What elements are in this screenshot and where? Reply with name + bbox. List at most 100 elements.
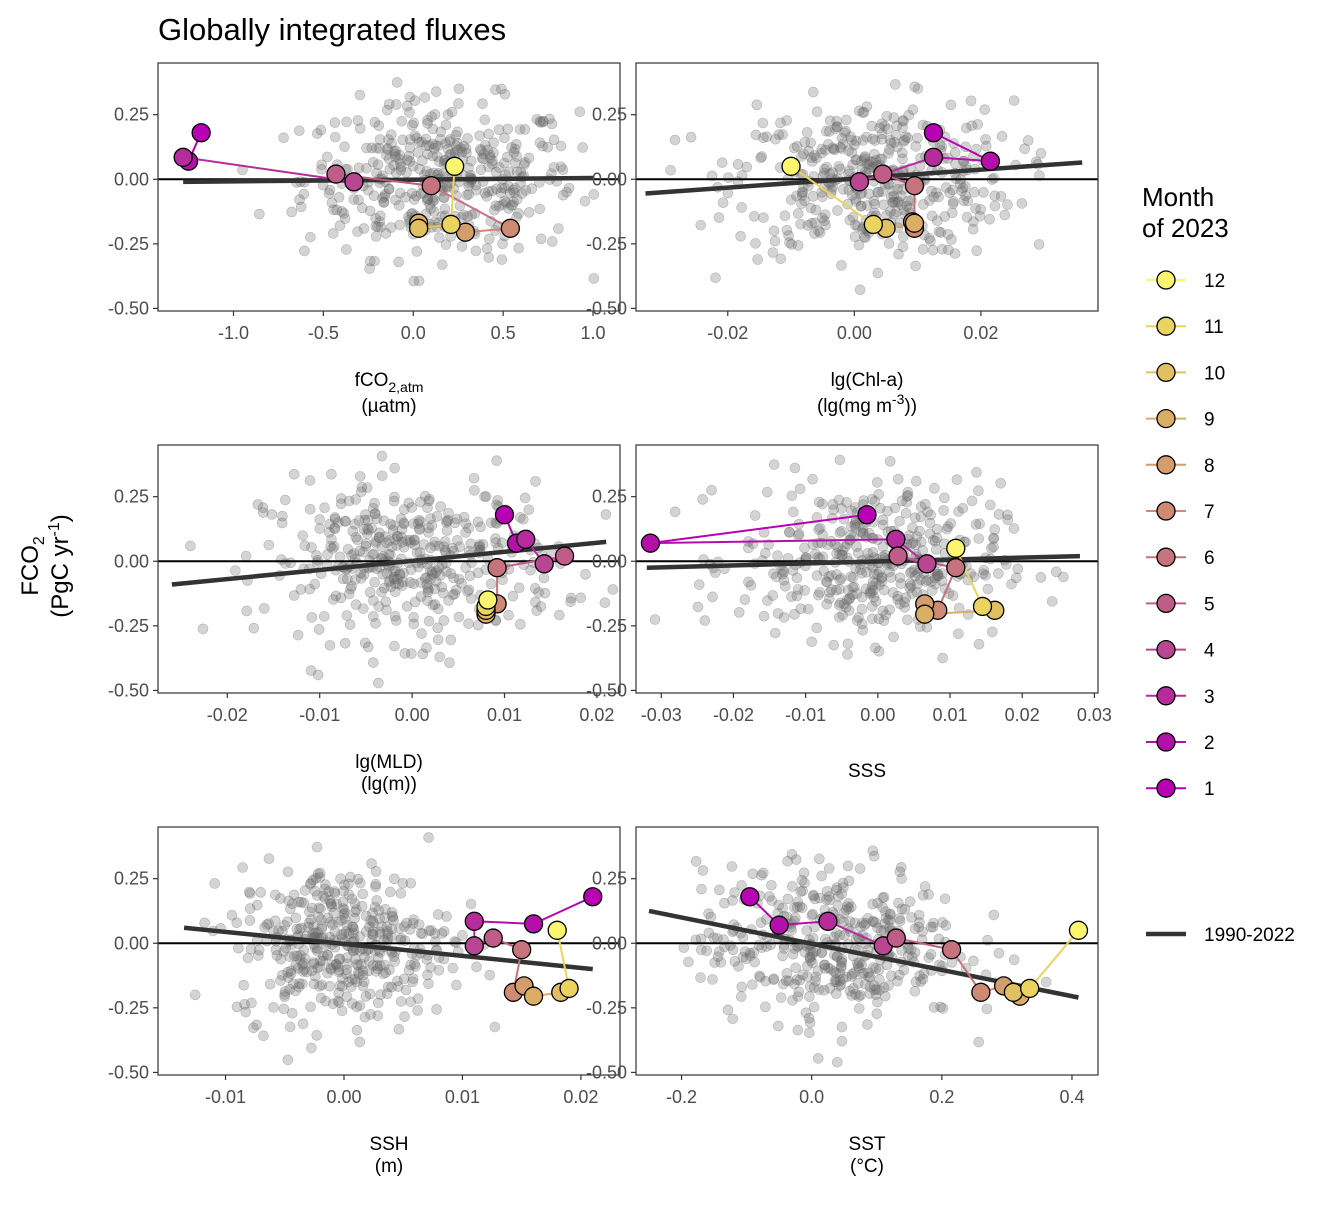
- background-point: [330, 590, 342, 602]
- background-point: [491, 455, 502, 466]
- background-point: [391, 540, 403, 551]
- background-point: [374, 134, 386, 145]
- background-point: [354, 89, 366, 101]
- background-point: [357, 969, 369, 981]
- background-point: [761, 131, 773, 142]
- background-point: [823, 863, 835, 874]
- background-point: [995, 477, 1007, 489]
- background-point: [915, 511, 927, 523]
- background-point: [909, 947, 921, 958]
- background-point: [401, 535, 412, 546]
- background-point: [367, 503, 379, 514]
- background-point: [914, 970, 925, 982]
- background-point: [420, 490, 431, 502]
- background-point: [389, 491, 400, 503]
- background-point: [853, 547, 864, 559]
- background-point: [381, 537, 392, 549]
- background-point: [451, 584, 462, 596]
- background-point: [848, 983, 859, 994]
- background-point: [357, 980, 369, 992]
- background-point: [323, 886, 335, 897]
- background-point: [812, 1053, 824, 1064]
- background-point: [258, 1030, 269, 1042]
- background-point: [827, 142, 838, 154]
- background-point: [859, 152, 870, 163]
- background-point: [926, 585, 938, 596]
- month-path-segment: [450, 166, 456, 225]
- background-point: [811, 152, 822, 164]
- background-point: [314, 514, 325, 525]
- background-point: [411, 547, 423, 559]
- background-point: [237, 862, 248, 873]
- background-point: [869, 135, 881, 146]
- month-point-6: [512, 940, 532, 960]
- legend-item-month-2: 2: [1146, 732, 1215, 754]
- background-point: [828, 143, 840, 155]
- background-point: [981, 140, 992, 152]
- background-point: [282, 1054, 294, 1066]
- x-axis-label: SSH: [369, 1134, 408, 1155]
- background-point: [957, 182, 969, 194]
- background-point: [421, 165, 433, 177]
- background-point: [842, 939, 854, 950]
- background-point: [799, 877, 810, 889]
- background-point: [318, 611, 330, 622]
- background-point: [881, 110, 893, 122]
- background-point: [797, 186, 809, 198]
- background-point: [909, 985, 921, 997]
- background-point: [378, 515, 390, 526]
- background-point: [490, 537, 502, 548]
- background-point: [298, 958, 310, 969]
- background-point: [370, 213, 381, 224]
- background-point: [360, 509, 371, 520]
- background-point: [925, 235, 936, 247]
- month-point-5: [886, 928, 906, 948]
- legend-marker: [1156, 270, 1176, 290]
- month-point-6: [946, 558, 966, 578]
- background-point: [257, 507, 269, 518]
- background-point: [354, 471, 366, 482]
- background-point: [894, 866, 906, 878]
- background-point: [389, 586, 401, 598]
- background-point: [805, 137, 816, 149]
- background-point: [741, 161, 753, 173]
- background-point: [424, 199, 436, 210]
- background-point: [515, 619, 526, 630]
- background-point: [806, 636, 818, 648]
- legend-label: 12: [1204, 271, 1225, 292]
- background-point: [722, 1004, 734, 1016]
- background-point: [857, 968, 868, 980]
- background-point: [835, 597, 846, 609]
- month-point-4: [344, 172, 364, 192]
- background-point: [349, 973, 361, 985]
- background-point: [931, 544, 942, 555]
- background-point: [798, 867, 810, 879]
- background-point: [701, 945, 712, 957]
- background-point: [917, 890, 929, 901]
- background-point: [496, 182, 508, 194]
- background-point: [412, 993, 424, 1004]
- background-point: [401, 917, 412, 929]
- background-point: [880, 912, 892, 924]
- background-point: [284, 1021, 296, 1033]
- background-point: [388, 146, 400, 157]
- background-point: [437, 259, 448, 270]
- legend-marker: [1156, 408, 1176, 429]
- background-point: [989, 524, 1001, 535]
- background-point: [999, 209, 1011, 221]
- background-point: [306, 902, 318, 914]
- background-point: [310, 927, 321, 939]
- background-point: [344, 619, 356, 630]
- background-point: [393, 256, 404, 268]
- background-point: [902, 614, 913, 626]
- background-point: [868, 591, 880, 603]
- background-point: [421, 572, 432, 583]
- background-point: [396, 523, 408, 535]
- background-point: [856, 155, 867, 167]
- background-point: [890, 130, 902, 141]
- background-point: [252, 899, 263, 911]
- background-point: [851, 588, 863, 599]
- month-point-7: [500, 218, 520, 238]
- background-point: [332, 916, 344, 928]
- background-point: [937, 917, 948, 928]
